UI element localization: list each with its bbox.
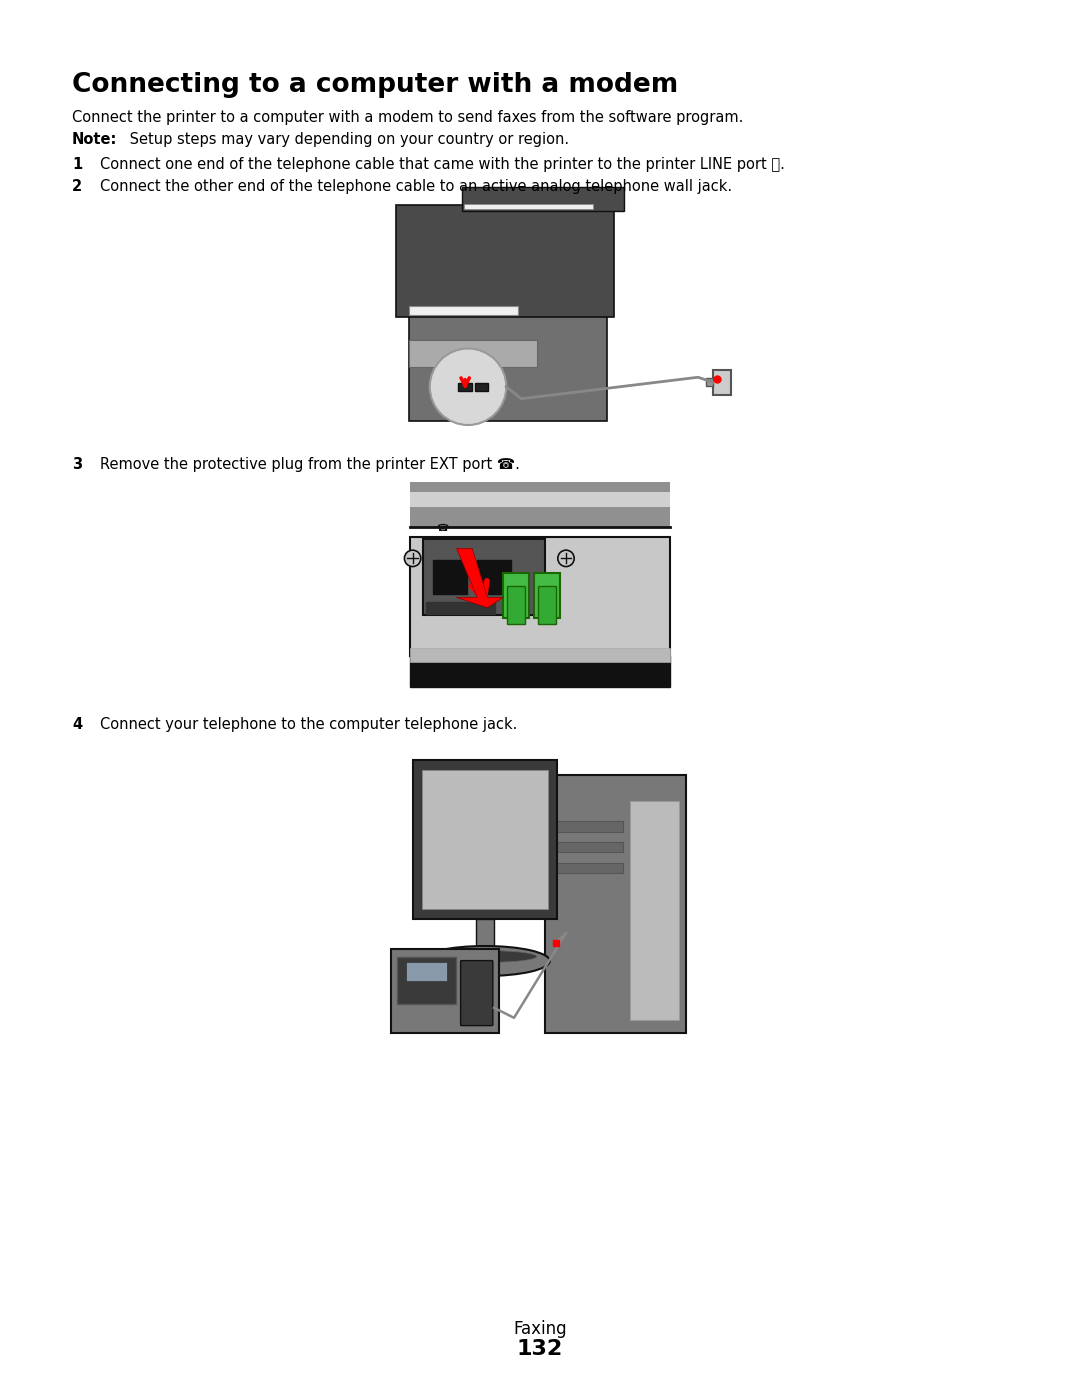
FancyBboxPatch shape <box>538 585 556 624</box>
Text: 1: 1 <box>72 156 82 172</box>
FancyBboxPatch shape <box>463 204 594 210</box>
Text: Connect one end of the telephone cable that came with the printer to the printer: Connect one end of the telephone cable t… <box>100 156 785 172</box>
FancyBboxPatch shape <box>410 657 670 687</box>
FancyBboxPatch shape <box>410 538 670 657</box>
FancyBboxPatch shape <box>552 863 622 873</box>
Text: 132: 132 <box>517 1338 563 1359</box>
FancyBboxPatch shape <box>713 370 731 395</box>
FancyBboxPatch shape <box>408 313 607 420</box>
FancyBboxPatch shape <box>410 482 670 527</box>
Circle shape <box>557 550 575 567</box>
FancyBboxPatch shape <box>459 383 472 391</box>
FancyBboxPatch shape <box>476 560 511 594</box>
Text: Remove the protective plug from the printer EXT port ☎.: Remove the protective plug from the prin… <box>100 457 519 472</box>
FancyBboxPatch shape <box>461 187 624 211</box>
FancyBboxPatch shape <box>408 339 538 366</box>
Circle shape <box>430 348 507 425</box>
FancyBboxPatch shape <box>408 306 517 314</box>
Text: 2: 2 <box>72 179 82 194</box>
FancyBboxPatch shape <box>476 919 494 961</box>
Ellipse shape <box>420 946 550 977</box>
Text: Setup steps may vary depending on your country or region.: Setup steps may vary depending on your c… <box>125 131 569 147</box>
Text: 4: 4 <box>72 717 82 732</box>
FancyBboxPatch shape <box>545 775 686 1032</box>
FancyBboxPatch shape <box>396 957 456 1003</box>
Text: Connecting to a computer with a modem: Connecting to a computer with a modem <box>72 73 678 98</box>
FancyBboxPatch shape <box>475 383 488 391</box>
Text: 3: 3 <box>72 457 82 472</box>
FancyBboxPatch shape <box>421 770 549 909</box>
FancyBboxPatch shape <box>552 821 622 831</box>
FancyBboxPatch shape <box>406 963 447 981</box>
FancyBboxPatch shape <box>460 961 492 1025</box>
FancyBboxPatch shape <box>427 602 495 615</box>
FancyBboxPatch shape <box>410 648 670 662</box>
Polygon shape <box>457 549 503 608</box>
Text: Faxing: Faxing <box>513 1320 567 1338</box>
FancyBboxPatch shape <box>396 204 615 317</box>
Text: ☎: ☎ <box>436 524 448 534</box>
FancyBboxPatch shape <box>552 842 622 852</box>
Ellipse shape <box>433 950 537 963</box>
Circle shape <box>404 550 421 567</box>
Text: Connect your telephone to the computer telephone jack.: Connect your telephone to the computer t… <box>100 717 517 732</box>
FancyBboxPatch shape <box>706 379 713 386</box>
FancyBboxPatch shape <box>410 492 670 507</box>
Text: Note:: Note: <box>72 131 118 147</box>
FancyBboxPatch shape <box>535 573 561 617</box>
Text: Connect the other end of the telephone cable to an active analog telephone wall : Connect the other end of the telephone c… <box>100 179 732 194</box>
FancyBboxPatch shape <box>413 760 557 919</box>
FancyBboxPatch shape <box>503 573 529 617</box>
FancyBboxPatch shape <box>391 949 499 1032</box>
FancyBboxPatch shape <box>423 539 545 615</box>
FancyBboxPatch shape <box>630 800 679 1020</box>
Text: Connect the printer to a computer with a modem to send faxes from the software p: Connect the printer to a computer with a… <box>72 110 743 124</box>
FancyBboxPatch shape <box>433 560 467 594</box>
FancyBboxPatch shape <box>507 585 525 624</box>
